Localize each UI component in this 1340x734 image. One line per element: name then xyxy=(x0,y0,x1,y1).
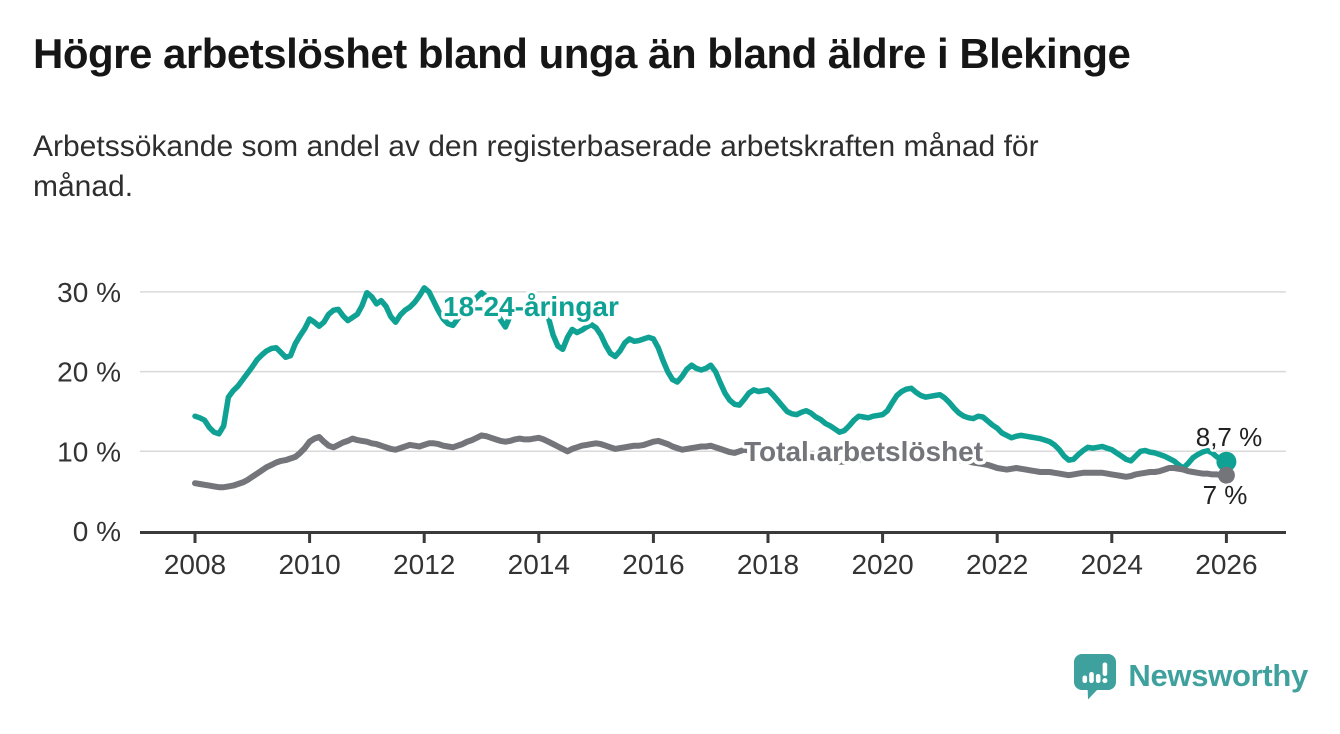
newsworthy-logo: Newsworthy xyxy=(1072,652,1308,700)
x-axis-label: 2024 xyxy=(1081,549,1143,580)
y-axis-label: 20 % xyxy=(57,357,121,388)
x-axis-label: 2020 xyxy=(851,549,913,580)
x-axis-label: 2022 xyxy=(966,549,1028,580)
series-label-total: Total arbetslöshet xyxy=(744,436,983,467)
series-line-total xyxy=(192,432,1230,491)
exclamation-glyph xyxy=(1102,662,1108,684)
newsworthy-logo-icon xyxy=(1074,654,1117,700)
series-label-young: 18-24-åringar xyxy=(443,291,619,322)
end-value-label-young: 8,7 % xyxy=(1196,422,1263,452)
y-axis-label: 0 % xyxy=(73,516,121,547)
bar-chart-glyph xyxy=(1082,672,1101,683)
chart-title: Högre arbetslöshet bland unga än bland ä… xyxy=(33,30,1131,77)
x-axis-label: 2026 xyxy=(1195,549,1257,580)
y-axis-label: 30 % xyxy=(57,277,121,308)
x-axis-label: 2010 xyxy=(278,549,340,580)
newsworthy-logo-text: Newsworthy xyxy=(1128,658,1308,693)
x-axis-label: 2012 xyxy=(393,549,455,580)
end-dot-young xyxy=(1216,451,1237,472)
x-axis-label: 2008 xyxy=(164,549,226,580)
speech-bubble-shape xyxy=(1074,654,1117,700)
x-axis-label: 2018 xyxy=(737,549,799,580)
y-axis-label: 10 % xyxy=(57,436,121,467)
end-value-label-total: 7 % xyxy=(1203,480,1248,510)
x-axis-label: 2016 xyxy=(622,549,684,580)
chart-subtitle: Arbetssökande som andel av den registerb… xyxy=(33,130,1039,203)
series-line-young xyxy=(192,285,1230,471)
end-dot-total xyxy=(1217,466,1235,484)
x-axis-label: 2014 xyxy=(508,549,570,580)
